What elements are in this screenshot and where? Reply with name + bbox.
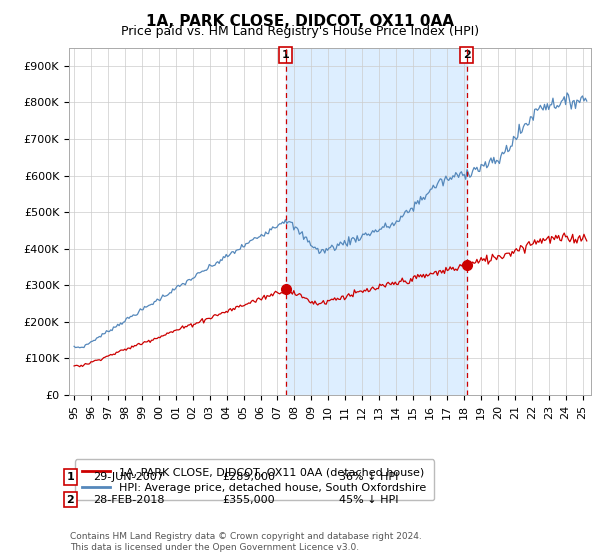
Text: £289,000: £289,000 (222, 472, 275, 482)
Text: 45% ↓ HPI: 45% ↓ HPI (339, 494, 398, 505)
Text: 1: 1 (67, 472, 74, 482)
Text: 36% ↓ HPI: 36% ↓ HPI (339, 472, 398, 482)
Text: £355,000: £355,000 (222, 494, 275, 505)
Text: 2: 2 (67, 494, 74, 505)
Text: Price paid vs. HM Land Registry's House Price Index (HPI): Price paid vs. HM Land Registry's House … (121, 25, 479, 38)
Bar (286, 48, 467, 395)
Text: 29-JUN-2007: 29-JUN-2007 (93, 472, 164, 482)
Text: 28-FEB-2018: 28-FEB-2018 (93, 494, 164, 505)
Text: 1: 1 (282, 50, 290, 60)
Text: 1A, PARK CLOSE, DIDCOT, OX11 0AA: 1A, PARK CLOSE, DIDCOT, OX11 0AA (146, 14, 454, 29)
Text: 2: 2 (463, 50, 470, 60)
Text: Contains HM Land Registry data © Crown copyright and database right 2024.
This d: Contains HM Land Registry data © Crown c… (70, 532, 422, 552)
Legend: 1A, PARK CLOSE, DIDCOT, OX11 0AA (detached house), HPI: Average price, detached : 1A, PARK CLOSE, DIDCOT, OX11 0AA (detach… (74, 459, 434, 501)
